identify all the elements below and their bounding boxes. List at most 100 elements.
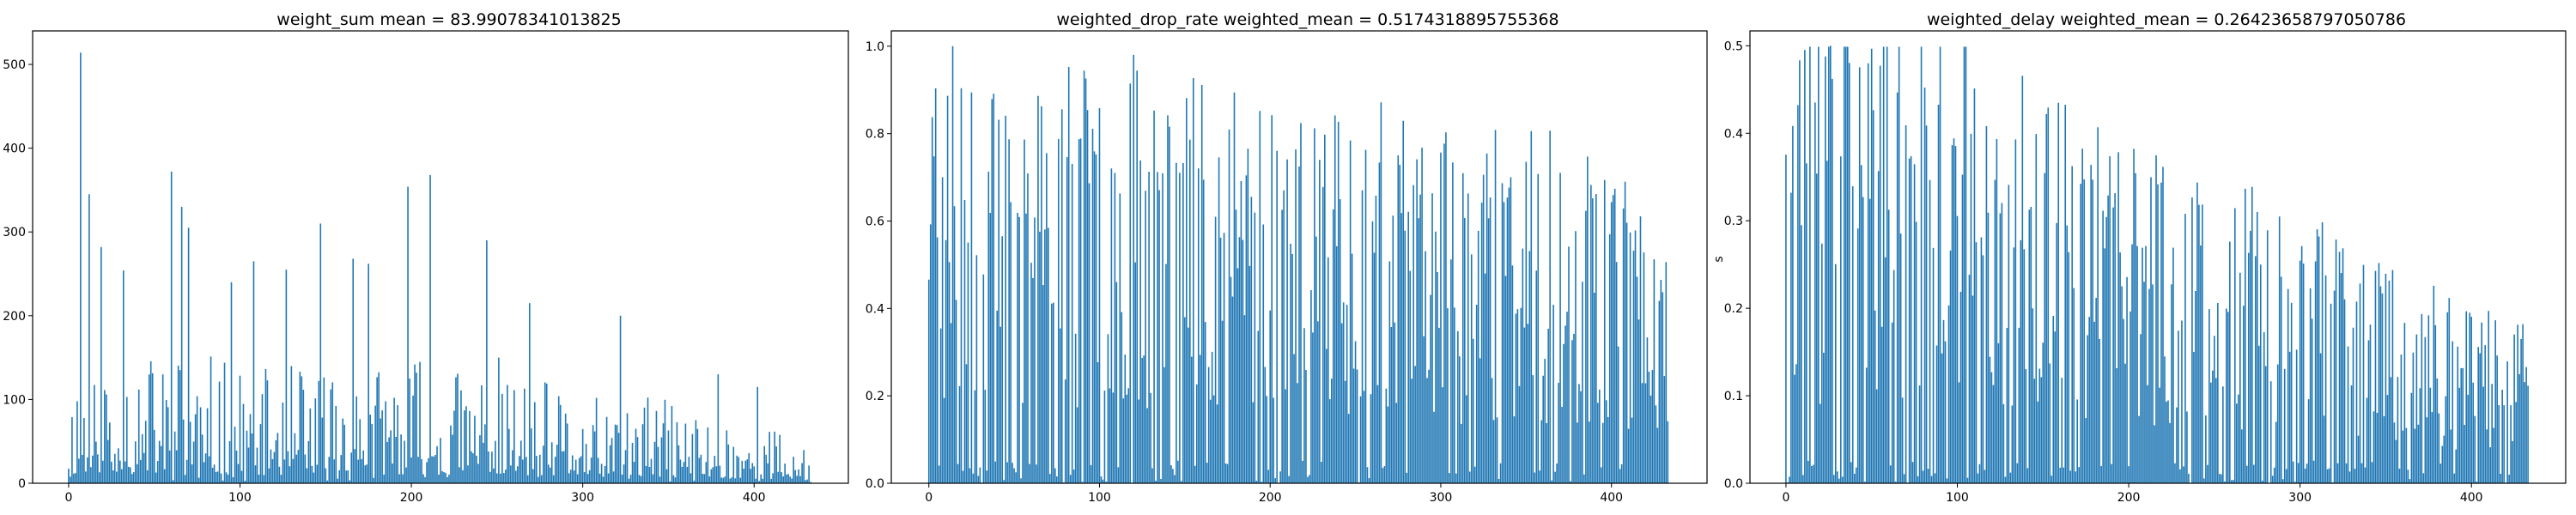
drop-rate-bar <box>1001 236 1003 483</box>
delay-bar <box>2200 245 2202 483</box>
weight-sum-bar <box>400 434 402 483</box>
delay-bar <box>2002 403 2005 483</box>
drop-rate-bar <box>1078 139 1080 483</box>
delay-bar <box>2109 156 2111 483</box>
weight-sum-bar <box>799 476 801 483</box>
delay-x-tick-label: 200 <box>2117 491 2141 505</box>
weight-sum-bar <box>641 424 644 483</box>
weight-sum-bar <box>109 422 111 483</box>
drop-rate-bar <box>1195 384 1198 483</box>
drop-rate-bar <box>1286 159 1288 483</box>
drop-rate-bar <box>1059 328 1061 483</box>
drop-rate-bar <box>1267 470 1270 483</box>
delay-bar <box>2263 332 2265 483</box>
weight-sum-bar <box>781 472 782 483</box>
delay-bar <box>1898 46 1900 483</box>
delay-bar <box>2085 418 2087 483</box>
drop-rate-bar <box>1513 416 1516 483</box>
drop-rate-y-tick-label: 0.8 <box>866 128 884 142</box>
delay-bar <box>2219 474 2221 483</box>
delay-bar <box>2126 276 2128 483</box>
drop-rate-bar <box>1573 333 1575 483</box>
delay-bar <box>2417 424 2420 483</box>
drop-rate-bar <box>1207 367 1210 483</box>
weight-sum-bar <box>376 377 378 483</box>
weight-sum-bar <box>345 470 348 483</box>
weight-sum-bar <box>561 451 563 483</box>
drop-rate-bar <box>1249 265 1251 483</box>
drop-rate-bar <box>1603 179 1606 483</box>
delay-bar <box>1990 372 1993 483</box>
delay-bar <box>1830 45 1832 483</box>
drop-rate-bar <box>1539 470 1541 483</box>
weight-sum-bar <box>352 258 355 483</box>
delay-bar <box>1927 469 1929 483</box>
weight-sum-bar <box>612 471 615 483</box>
delay-bar <box>2239 272 2241 483</box>
drop-rate-bar <box>967 242 969 483</box>
drop-rate-bar <box>1665 262 1668 483</box>
drop-rate-bar <box>987 171 990 484</box>
weight-sum-bar <box>801 463 803 483</box>
weight-sum-bar <box>304 454 307 483</box>
drop-rate-bar <box>1438 327 1440 483</box>
drop-rate-bar <box>1049 474 1051 483</box>
weight-sum-bar <box>90 467 92 483</box>
drop-rate-bar <box>1250 197 1253 483</box>
weight-sum-bar <box>216 471 219 483</box>
drop-rate-bar <box>1394 322 1396 483</box>
drop-rate-bar <box>1634 230 1637 483</box>
weight-sum-bar <box>409 379 410 483</box>
drop-rate-bar <box>1473 466 1476 483</box>
weight-sum-bar <box>760 474 762 483</box>
drop-rate-bar <box>1148 172 1150 484</box>
delay-bar <box>2069 470 2072 483</box>
drop-rate-bar <box>1617 346 1619 483</box>
weight-sum-bar <box>311 465 313 483</box>
weight-sum-bar <box>507 385 508 483</box>
weight-sum-bar <box>118 460 121 483</box>
weight-sum-bar <box>230 282 233 483</box>
delay-bar <box>2348 471 2351 483</box>
weight-sum-bar <box>340 455 343 483</box>
weight-sum-bar <box>741 460 744 483</box>
weight-sum-bar <box>592 425 594 483</box>
weight-sum-bar <box>215 471 217 483</box>
delay-bar <box>1860 165 1862 483</box>
drop-rate-bar <box>1337 121 1340 483</box>
drop-rate-bar <box>1018 216 1020 483</box>
delay-bar <box>2179 469 2181 483</box>
drop-rate-bar <box>1382 468 1384 483</box>
delay-bar <box>1880 326 1883 483</box>
drop-rate-bar <box>1625 222 1628 483</box>
drop-rate-bar <box>1370 394 1372 483</box>
weight-sum-bar <box>696 428 699 483</box>
weight-sum-bar <box>78 458 80 483</box>
delay-bar <box>1886 46 1888 483</box>
weight-sum-bar <box>568 473 570 483</box>
delay-bar <box>2493 427 2494 483</box>
weight-sum-bar <box>151 373 154 483</box>
drop-rate-bar <box>1048 227 1049 483</box>
drop-rate-bar <box>1103 391 1106 483</box>
weight-sum-bar <box>479 435 481 483</box>
weight-sum-bar <box>559 404 562 483</box>
delay-bar <box>2405 427 2408 483</box>
drop-rate-bar <box>1212 395 1215 483</box>
weight-sum-bar <box>68 468 70 483</box>
drop-rate-x-tick-label: 0 <box>925 491 933 505</box>
delay-bar <box>2508 475 2510 483</box>
drop-rate-bar <box>943 397 945 483</box>
drop-rate-bar <box>1233 92 1236 484</box>
weight-sum-bar <box>179 370 181 483</box>
drop-rate-bar <box>1262 224 1265 483</box>
weight-sum-bar <box>714 456 716 483</box>
weight-sum-bar <box>550 442 553 483</box>
delay-bar <box>2525 367 2527 483</box>
delay-bar <box>2288 351 2291 483</box>
drop-rate-bar <box>1181 481 1182 483</box>
weight-sum-bar <box>574 459 577 483</box>
weight-sum-bar <box>638 475 641 483</box>
delay-bar <box>2131 244 2133 483</box>
delay-bar <box>2446 312 2449 483</box>
